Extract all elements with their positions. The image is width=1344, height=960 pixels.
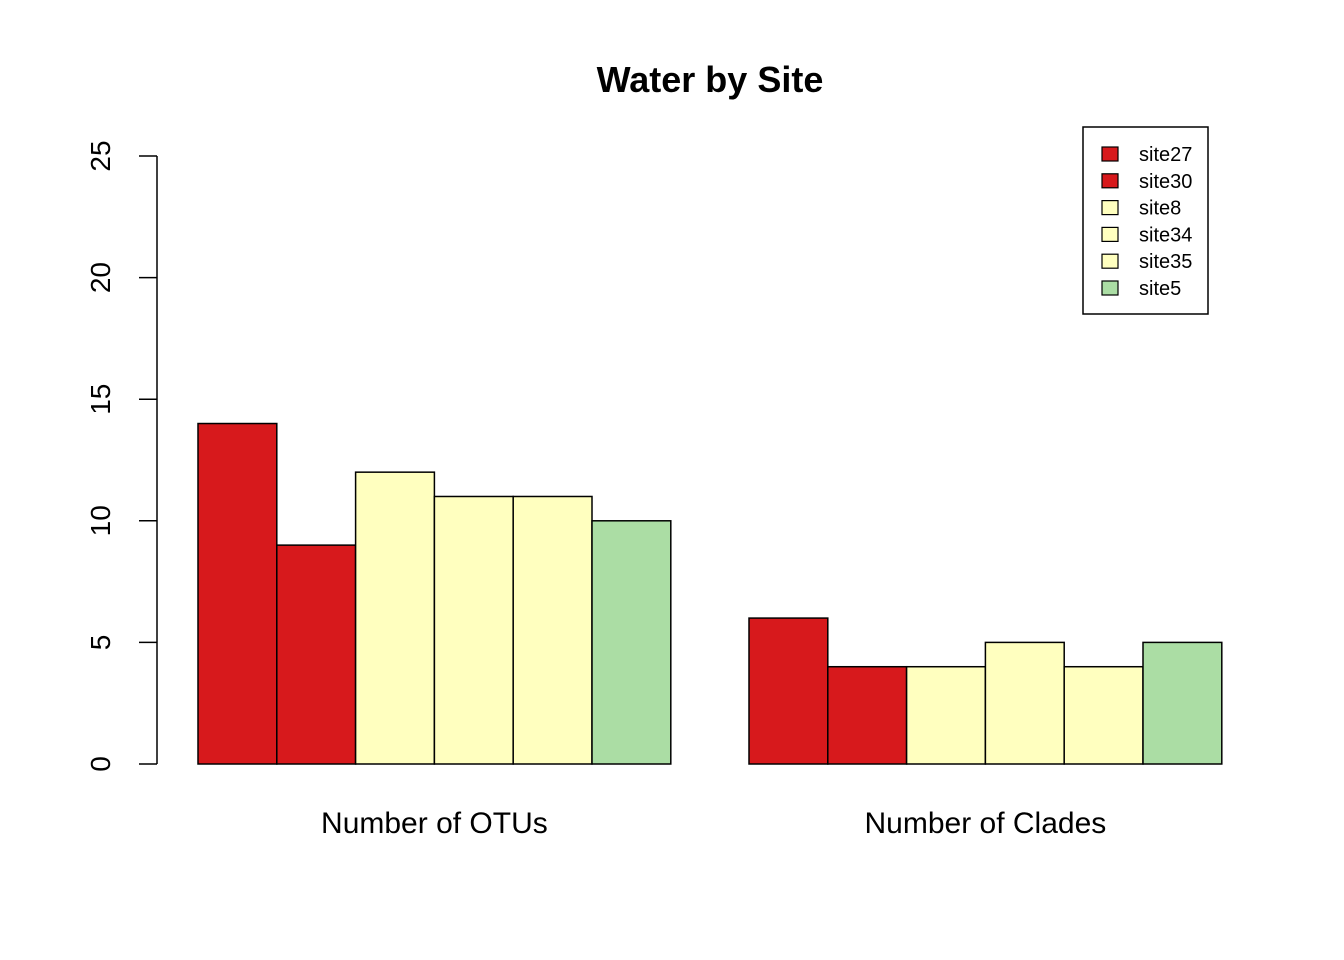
legend: site27 site30 site8 site34 site35 site5 (1082, 126, 1209, 315)
bar-site30-clades (827, 665, 908, 765)
legend-swatch-site5 (1101, 280, 1119, 296)
y-tick-label: 25 (85, 140, 116, 171)
legend-label-site35: site35 (1139, 251, 1192, 273)
y-tick-label: 10 (85, 505, 116, 536)
bars (197, 422, 1223, 765)
category-labels: Number of OTUs Number of Clades (321, 807, 1106, 840)
y-tick-label: 0 (85, 756, 116, 772)
bar-site34-otus (433, 495, 514, 765)
bar-site34-clades (984, 641, 1065, 765)
y-axis: 0 5 10 15 20 25 (85, 140, 158, 772)
y-tick-label: 15 (85, 384, 116, 415)
bar-site5-otus (591, 520, 672, 765)
category-label: Number of Clades (865, 807, 1107, 840)
legend-swatch-site27 (1101, 146, 1119, 162)
bar-site30-otus (276, 544, 357, 765)
bar-site8-clades (905, 665, 987, 765)
category-label: Number of OTUs (321, 807, 548, 840)
bar-site27-clades (748, 617, 829, 765)
legend-swatch-site35 (1101, 253, 1119, 269)
legend-label-site5: site5 (1139, 278, 1181, 300)
chart-title: Water by Site (597, 59, 824, 100)
legend-swatch-site8 (1101, 200, 1119, 216)
bar-site8-otus (354, 471, 436, 765)
bar-site35-otus (512, 495, 593, 765)
y-tick-label: 20 (85, 262, 116, 293)
legend-label-site8: site8 (1139, 198, 1181, 220)
bar-site35-clades (1063, 665, 1144, 765)
legend-swatch-site30 (1101, 173, 1119, 189)
y-tick-label: 5 (85, 635, 116, 651)
legend-swatch-site34 (1101, 226, 1119, 242)
bar-site5-clades (1142, 641, 1223, 765)
legend-label-site30: site30 (1139, 171, 1192, 193)
legend-label-site34: site34 (1139, 224, 1192, 246)
legend-label-site27: site27 (1139, 144, 1192, 166)
bar-site27-otus (197, 422, 278, 765)
